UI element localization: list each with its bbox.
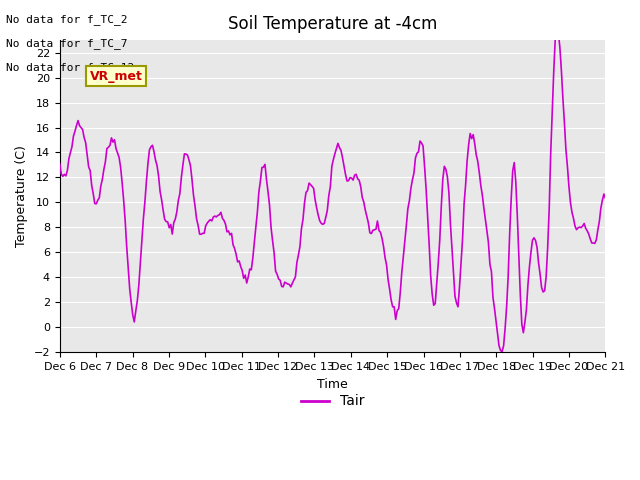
Text: No data for f_TC_12: No data for f_TC_12 [6, 62, 134, 73]
Text: No data for f_TC_7: No data for f_TC_7 [6, 38, 128, 49]
Y-axis label: Temperature (C): Temperature (C) [15, 145, 28, 247]
Title: Soil Temperature at -4cm: Soil Temperature at -4cm [228, 15, 437, 33]
Text: VR_met: VR_met [90, 70, 143, 83]
Legend: Tair: Tair [295, 389, 370, 414]
X-axis label: Time: Time [317, 377, 348, 391]
Text: No data for f_TC_2: No data for f_TC_2 [6, 14, 128, 25]
